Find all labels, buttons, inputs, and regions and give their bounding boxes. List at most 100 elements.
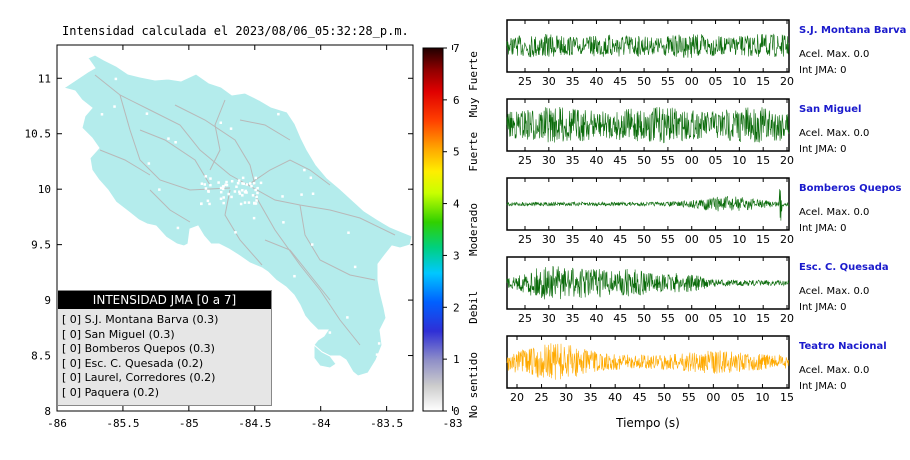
city-dot — [375, 353, 379, 356]
time-tick-label: 25 — [518, 154, 532, 167]
city-dot — [251, 194, 255, 197]
city-dot — [230, 179, 234, 183]
station-jma: Int JMA: 0 — [799, 223, 847, 234]
city-dot — [300, 193, 303, 196]
road — [119, 94, 231, 191]
road — [254, 194, 361, 346]
time-tick-label: 40 — [608, 391, 622, 404]
city-dot — [245, 183, 249, 186]
colorbar-tick-label: 7 — [453, 42, 460, 55]
colorbar-ticks: 0 1 2 3 4 5 6 7 No sentido Debil Moderado Fuerte Muy… — [443, 42, 480, 418]
time-tick-label: 35 — [566, 312, 580, 325]
city-dot — [100, 113, 104, 116]
station-jma: Int JMA: 0 — [799, 65, 847, 76]
road — [149, 189, 191, 223]
colorbar-category-label: Moderado — [467, 203, 480, 256]
map-y-tick-label: 8.5 — [31, 350, 51, 363]
city-dot — [235, 185, 238, 189]
city-dot — [281, 195, 284, 198]
map-x-tick-label: -84.5 — [238, 417, 271, 430]
city-dot — [254, 188, 257, 192]
city-dot — [174, 141, 177, 144]
time-tick-label: 50 — [637, 154, 651, 167]
city-dot — [347, 231, 350, 234]
station-name: S.J. Montana Barva — [799, 25, 907, 36]
city-dot — [167, 137, 170, 140]
city-dot — [148, 277, 152, 280]
city-dot — [150, 233, 154, 236]
time-tick-label: 05 — [709, 154, 723, 167]
city-dot — [207, 189, 210, 193]
city-dot — [247, 201, 251, 204]
station-jma: Int JMA: 0 — [799, 302, 847, 313]
city-dot — [147, 162, 151, 165]
city-dot — [282, 221, 285, 224]
city-dot — [204, 187, 208, 190]
city-dot — [208, 202, 211, 206]
seismogram-panel: 25 30 35 40 45 50 55 00 05 10 15 20 — [506, 98, 794, 167]
city-dot — [221, 185, 225, 188]
city-dot — [145, 112, 149, 115]
city-dot — [225, 180, 228, 184]
city-dot — [345, 186, 349, 190]
city-dot — [254, 202, 258, 205]
seismogram-panel: 20 25 30 35 40 45 50 55 00 05 10 15 — [506, 335, 794, 404]
time-tick-label: 40 — [589, 233, 603, 246]
time-tick-label: 30 — [542, 312, 556, 325]
station-name: Teatro Nacional — [799, 341, 887, 352]
city-dot — [256, 191, 259, 195]
station-name: San Miguel — [799, 104, 862, 115]
city-dot — [255, 199, 258, 202]
waveform-trace — [506, 189, 790, 221]
time-tick-label: 40 — [589, 312, 603, 325]
city-dot — [234, 84, 237, 87]
city-dot — [253, 265, 257, 268]
map-y-tick-label: 11 — [38, 72, 51, 85]
city-dot — [233, 190, 237, 193]
time-tick-label: 30 — [542, 233, 556, 246]
city-dot — [158, 188, 161, 191]
waveform-trace — [506, 106, 790, 144]
station-name: Bomberos Quepos — [799, 183, 902, 194]
city-dot — [234, 231, 237, 234]
city-dot — [219, 197, 223, 201]
city-dot — [241, 189, 244, 192]
legend-item: [ 0] Laurel, Corredores (0.2) — [62, 371, 216, 384]
city-points — [96, 77, 381, 356]
colorbar-category-label: Muy Fuerte — [467, 51, 480, 117]
map-x-tick-label: -84 — [311, 417, 331, 430]
map-x-tick-label: -86 — [47, 417, 67, 430]
city-dot — [346, 316, 349, 319]
road — [99, 149, 151, 176]
legend-item: [ 0] S.J. Montana Barva (0.3) — [62, 313, 219, 326]
city-dot — [227, 192, 230, 196]
station-accel: Acel. Max. 0.0 — [799, 128, 870, 139]
city-dot — [239, 202, 243, 206]
map-x-tick-label: -83 — [443, 417, 463, 430]
city-dot — [252, 182, 256, 185]
map-y-tick-label: 9 — [44, 294, 51, 307]
time-tick-label: 50 — [637, 233, 651, 246]
time-tick-label: 10 — [732, 312, 746, 325]
city-dot — [206, 199, 210, 203]
city-dot — [219, 190, 223, 194]
city-dot — [209, 177, 212, 180]
time-tick-label: 10 — [732, 75, 746, 88]
time-tick-label: 55 — [661, 154, 675, 167]
station-name: Esc. C. Quesada — [799, 262, 889, 273]
time-tick-label: 40 — [589, 75, 603, 88]
colorbar-category-label: Debil — [467, 291, 480, 324]
time-tick-label: 55 — [661, 312, 675, 325]
map-y-tick-label: 9.5 — [31, 239, 51, 252]
city-dot — [209, 183, 212, 187]
time-tick-label: 05 — [709, 75, 723, 88]
legend-item: [ 0] San Miguel (0.3) — [62, 327, 175, 341]
time-tick-label: 10 — [755, 391, 769, 404]
city-dot — [127, 267, 131, 271]
city-dot — [224, 183, 227, 187]
time-tick-label: 55 — [661, 75, 675, 88]
road — [264, 239, 331, 301]
road — [247, 159, 331, 186]
